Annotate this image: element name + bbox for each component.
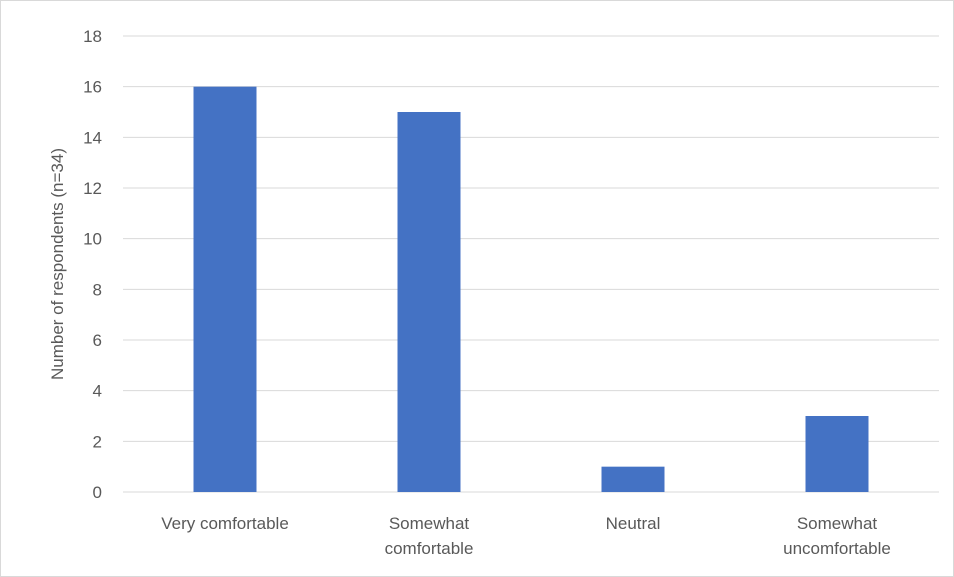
- y-tick-label: 16: [83, 78, 102, 97]
- gridlines: [123, 35, 939, 493]
- x-category-label: Neutral: [606, 514, 661, 533]
- y-tick-label: 12: [83, 179, 102, 198]
- bar: [193, 86, 257, 493]
- x-category-labels: Very comfortable Somewhat comfortable Neutr…: [161, 514, 891, 558]
- x-category-label: Somewhat comfortable: [385, 514, 474, 558]
- bar: [601, 466, 665, 492]
- y-tick-label: 10: [83, 230, 102, 249]
- y-tick-label: 4: [93, 382, 102, 401]
- y-tick-label: 14: [83, 128, 102, 147]
- y-tick-label: 0: [93, 483, 102, 502]
- bar: [805, 416, 869, 492]
- y-tick-labels: 0 2 4 6 8 10 12 14 16 18: [83, 27, 102, 502]
- bar: [397, 112, 461, 492]
- y-tick-label: 6: [93, 331, 102, 350]
- bars: [193, 86, 869, 493]
- y-axis-title: Number of respondents (n=34): [48, 148, 67, 380]
- y-tick-label: 2: [93, 432, 102, 451]
- y-tick-label: 8: [93, 280, 102, 299]
- x-category-label: Somewhat uncomfortable: [783, 514, 891, 558]
- y-tick-label: 18: [83, 27, 102, 46]
- x-category-label: Very comfortable: [161, 514, 289, 533]
